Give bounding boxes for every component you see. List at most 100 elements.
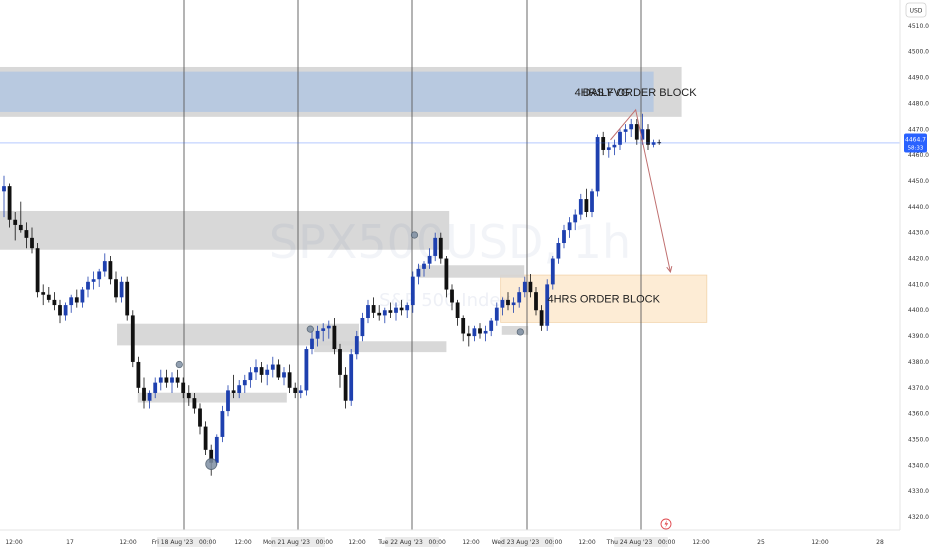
candle — [192, 392, 197, 414]
candle — [489, 318, 494, 337]
unlabeled-zone — [501, 326, 529, 335]
flash-icon[interactable] — [660, 518, 672, 530]
price-axis[interactable]: USD 4320.0 4330.0 4340.0 4350.0 4360.0 4370.0… — [899, 0, 929, 530]
candle — [578, 193, 583, 220]
candle — [270, 356, 275, 378]
candle — [612, 139, 617, 156]
candle — [181, 377, 186, 399]
candle — [349, 349, 354, 406]
candle — [74, 289, 79, 308]
candle — [623, 124, 628, 143]
time-tick-label: 28 — [876, 539, 884, 546]
candle — [444, 255, 449, 298]
price-tick-label: 4450.0 — [908, 178, 929, 185]
zones-layer — [0, 66, 708, 403]
unlabeled-zone — [314, 341, 447, 353]
time-tick-label: 12:00 — [234, 539, 251, 546]
pivot-marker — [175, 360, 183, 369]
price-tick-label: 4470.0 — [908, 126, 929, 133]
candle — [63, 302, 68, 321]
candle — [242, 374, 247, 393]
candle — [321, 323, 326, 342]
price-tick-label: 4490.0 — [908, 75, 929, 82]
candle — [450, 284, 454, 311]
time-tick-label: Wed 23 Aug '23 00:00 — [492, 539, 563, 546]
price-tick-label: 4370.0 — [908, 385, 929, 392]
candle — [58, 299, 62, 324]
candle — [410, 271, 415, 313]
time-tick-label: 12:00 — [578, 539, 595, 546]
time-tick-label: Mon 21 Aug '23 00:00 — [263, 539, 333, 546]
time-axis[interactable]: 12:00 17 12:00 Fri 18 Aug '23 00:00 12:00 Mon… — [0, 529, 900, 547]
time-tick-label: 12:00 — [348, 539, 365, 546]
price-tick-label: 4380.0 — [908, 359, 929, 366]
currency-button[interactable] — [905, 2, 927, 18]
candle — [164, 369, 169, 388]
candle — [629, 118, 634, 138]
candle — [35, 243, 40, 298]
unlabeled-zone — [137, 392, 287, 403]
candle — [646, 124, 650, 150]
candle — [461, 315, 466, 342]
candle — [226, 385, 230, 417]
candle — [86, 276, 90, 298]
time-tick-label: 17 — [66, 539, 74, 546]
candle — [422, 261, 426, 277]
candle — [298, 385, 303, 399]
candle — [119, 276, 124, 303]
candle — [287, 364, 292, 393]
candle — [483, 325, 488, 342]
price-tick-label: 4430.0 — [908, 230, 929, 237]
price-tick-label: 4350.0 — [908, 437, 929, 444]
unlabeled-zone — [117, 323, 360, 346]
candle — [203, 421, 208, 456]
candle — [522, 276, 527, 298]
markers-layer — [175, 231, 524, 470]
candle — [52, 292, 57, 311]
time-tick-label: 12:00 — [692, 539, 709, 546]
candle — [108, 255, 113, 285]
candle — [427, 248, 432, 269]
candle — [310, 330, 314, 355]
session-dividers-layer — [183, 0, 642, 530]
candle — [394, 302, 398, 321]
candle — [30, 227, 34, 254]
pivot-marker — [410, 231, 419, 239]
candle — [657, 139, 662, 145]
4hrs-fvg-label: 4HRS FVG — [575, 87, 630, 99]
candle — [69, 294, 74, 313]
unlabeled-zone — [0, 210, 450, 250]
candle — [343, 367, 348, 409]
candle — [573, 209, 578, 231]
candle — [136, 356, 141, 393]
symbol-watermark-subtitle: S&P 500 Index — [379, 290, 511, 311]
candle — [354, 330, 359, 360]
candle — [91, 271, 96, 290]
candle — [97, 268, 102, 287]
candle — [539, 305, 544, 331]
symbol-watermark: SPX500USD, 1h — [269, 215, 631, 269]
candle — [198, 403, 202, 435]
pivot-marker — [516, 328, 524, 336]
candle — [304, 346, 309, 396]
price-tick-label: 4390.0 — [908, 333, 929, 340]
price-tick-label: 4400.0 — [908, 307, 929, 314]
candle — [2, 175, 6, 218]
price-tick-label: 4360.0 — [908, 411, 929, 418]
candle — [371, 297, 376, 318]
price-tick-label: 4340.0 — [908, 462, 929, 469]
candle — [158, 369, 163, 391]
candle — [517, 286, 522, 308]
candle — [550, 255, 555, 290]
candle — [556, 237, 561, 264]
pivot-marker — [205, 458, 218, 470]
candle — [142, 377, 146, 409]
time-tick-label: 25 — [757, 539, 765, 546]
daily-order-block-label: DAILY ORDER BLOCK — [583, 87, 698, 99]
4hrs-fvg-zone — [0, 71, 654, 112]
projection-arrowhead — [666, 266, 673, 274]
time-tick-label: Fri 18 Aug '23 00:00 — [152, 539, 217, 546]
candle — [175, 369, 180, 388]
price-tick-label: 4410.0 — [908, 281, 929, 288]
